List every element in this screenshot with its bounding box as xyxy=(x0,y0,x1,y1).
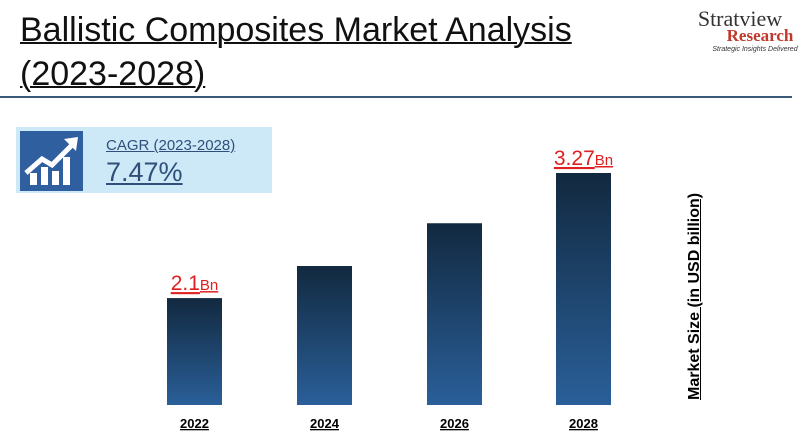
bar-2022 xyxy=(167,298,222,405)
bar-2024 xyxy=(297,266,352,405)
divider xyxy=(0,96,792,98)
cagr-label: CAGR (2023-2028) xyxy=(106,137,236,154)
x-tick-label: 2022 xyxy=(180,416,209,431)
logo-tagline: Strategic Insights Delivered xyxy=(712,46,798,53)
x-tick-label: 2024 xyxy=(310,416,340,431)
data-label: 3.27Bn xyxy=(554,147,613,170)
bar-2028 xyxy=(556,173,611,405)
logo-brand: Stratview xyxy=(697,6,783,31)
logo: Stratview Research Strategic Insights De… xyxy=(680,6,800,53)
x-tick-label: 2026 xyxy=(440,416,469,431)
x-tick-label: 2028 xyxy=(569,416,598,431)
data-label: 2.1Bn xyxy=(171,272,219,295)
logo-sub: Research xyxy=(726,26,794,45)
growth-chart-icon xyxy=(20,131,83,191)
y-axis-label: Market Size (in USD billion) xyxy=(686,192,703,400)
bar-2026 xyxy=(427,223,482,405)
cagr-value: 7.47% xyxy=(106,157,183,187)
cagr-box: CAGR (2023-2028) 7.47% xyxy=(16,127,272,193)
page-title: Ballistic Composites Market Analysis (20… xyxy=(20,11,572,93)
